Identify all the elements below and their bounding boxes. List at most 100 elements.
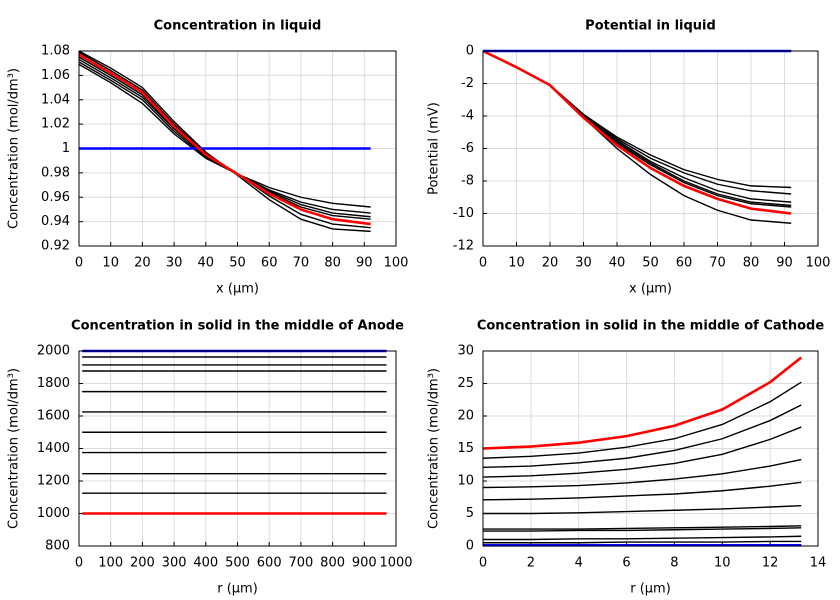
x-tick-label: 10 xyxy=(714,556,731,571)
chart-title: Concentration in solid in the middle of … xyxy=(71,319,404,334)
chart-title: Concentration in solid in the middle of … xyxy=(477,319,825,334)
y-tick-label: 25 xyxy=(457,376,474,391)
x-tick-label: 10 xyxy=(102,256,119,271)
y-tick-label: 1.04 xyxy=(41,92,70,107)
y-tick-label: 0.92 xyxy=(41,239,70,254)
y-tick-label: -6 xyxy=(461,141,474,156)
x-tick-label: 70 xyxy=(293,256,310,271)
x-tick-label: 400 xyxy=(193,556,218,571)
x-axis-label: x (μm) xyxy=(629,282,672,297)
plot-frame xyxy=(78,350,397,547)
y-tick-label: -8 xyxy=(461,174,474,189)
data-line xyxy=(482,404,802,469)
x-tick-label: 12 xyxy=(762,556,779,571)
chart-title: Concentration in liquid xyxy=(154,19,322,34)
y-axis-label: Concentration (mol/dm³) xyxy=(7,68,22,229)
plot-frame xyxy=(482,50,819,247)
x-tick-label: 1000 xyxy=(379,556,412,571)
x-tick-label: 20 xyxy=(542,256,559,271)
y-tick-label: 1800 xyxy=(37,376,70,391)
y-tick-label: 800 xyxy=(45,539,70,554)
y-tick-label: 5 xyxy=(466,506,474,521)
chart-panel: Concentration in solid in the middle of … xyxy=(427,319,827,597)
plot-frame xyxy=(78,50,397,247)
y-tick-label: 2000 xyxy=(37,344,70,359)
x-tick-label: 50 xyxy=(642,256,659,271)
data-line xyxy=(78,53,371,226)
x-tick-label: 600 xyxy=(257,556,282,571)
y-tick-label: 0.94 xyxy=(41,214,70,229)
x-tick-label: 90 xyxy=(356,256,373,271)
x-axis-label: r (μm) xyxy=(217,582,258,597)
x-tick-label: 60 xyxy=(261,256,278,271)
x-tick-label: 80 xyxy=(324,256,341,271)
x-tick-label: 100 xyxy=(806,256,831,271)
x-tick-label: 80 xyxy=(743,256,760,271)
data-line xyxy=(482,381,802,459)
data-line xyxy=(483,527,802,532)
x-tick-label: 60 xyxy=(676,256,693,271)
chart-title: Potential in liquid xyxy=(585,19,716,34)
x-tick-label: 0 xyxy=(479,556,487,571)
x-tick-label: 0 xyxy=(479,256,487,271)
x-tick-label: 30 xyxy=(166,256,183,271)
x-tick-label: 100 xyxy=(98,556,123,571)
x-tick-label: 2 xyxy=(527,556,535,571)
x-tick-label: 40 xyxy=(198,256,215,271)
y-tick-label: -10 xyxy=(453,206,474,221)
y-axis-label: Potential (mV) xyxy=(427,102,442,195)
y-tick-label: 0 xyxy=(466,44,474,59)
y-tick-label: 1.08 xyxy=(41,44,70,59)
x-tick-label: 800 xyxy=(320,556,345,571)
x-tick-label: 4 xyxy=(575,556,583,571)
x-tick-label: 20 xyxy=(134,256,151,271)
chart-panel: Potential in liquid x (μm) Potential (mV) 0… xyxy=(427,19,831,297)
y-tick-label: 1400 xyxy=(37,441,70,456)
x-axis-label: x (μm) xyxy=(216,282,259,297)
y-tick-label: 1 xyxy=(62,141,70,156)
x-axis-label: r (μm) xyxy=(630,582,671,597)
x-tick-label: 0 xyxy=(75,256,83,271)
data-line xyxy=(483,505,802,515)
x-tick-label: 0 xyxy=(75,556,83,571)
data-line xyxy=(482,356,803,450)
y-axis-label: Concentration (mol/dm³) xyxy=(7,368,22,529)
y-tick-label: 1600 xyxy=(37,409,70,424)
data-line xyxy=(482,49,792,215)
y-tick-label: 10 xyxy=(457,474,474,489)
chart-panel: Concentration in liquid x (μm) Concentrati… xyxy=(7,19,409,297)
y-tick-label: 1200 xyxy=(37,474,70,489)
data-line xyxy=(482,426,802,478)
y-tick-label: -2 xyxy=(461,76,474,91)
y-tick-label: 0 xyxy=(466,539,474,554)
y-tick-label: 0.98 xyxy=(41,165,70,180)
x-tick-label: 10 xyxy=(508,256,525,271)
x-tick-label: 14 xyxy=(810,556,827,571)
y-tick-label: 30 xyxy=(457,344,474,359)
x-tick-label: 90 xyxy=(776,256,793,271)
chart-panel: Concentration in solid in the middle of … xyxy=(7,319,413,597)
x-tick-label: 700 xyxy=(288,556,313,571)
plot-frame xyxy=(482,350,819,547)
data-line xyxy=(482,458,802,489)
data-line xyxy=(482,481,802,501)
data-line xyxy=(483,525,802,530)
x-tick-label: 40 xyxy=(609,256,626,271)
x-tick-label: 50 xyxy=(229,256,246,271)
y-tick-label: -4 xyxy=(461,109,474,124)
x-tick-label: 200 xyxy=(130,556,155,571)
x-tick-label: 100 xyxy=(384,256,409,271)
x-tick-label: 300 xyxy=(162,556,187,571)
y-tick-label: 20 xyxy=(457,409,474,424)
x-tick-label: 500 xyxy=(225,556,250,571)
x-tick-label: 70 xyxy=(709,256,726,271)
data-line xyxy=(483,535,802,541)
y-tick-label: -12 xyxy=(453,239,474,254)
x-tick-label: 900 xyxy=(352,556,377,571)
x-tick-label: 6 xyxy=(622,556,630,571)
y-axis-label: Concentration (mol/dm³) xyxy=(427,368,442,529)
x-tick-label: 30 xyxy=(575,256,592,271)
y-tick-label: 1000 xyxy=(37,506,70,521)
x-tick-label: 8 xyxy=(670,556,678,571)
